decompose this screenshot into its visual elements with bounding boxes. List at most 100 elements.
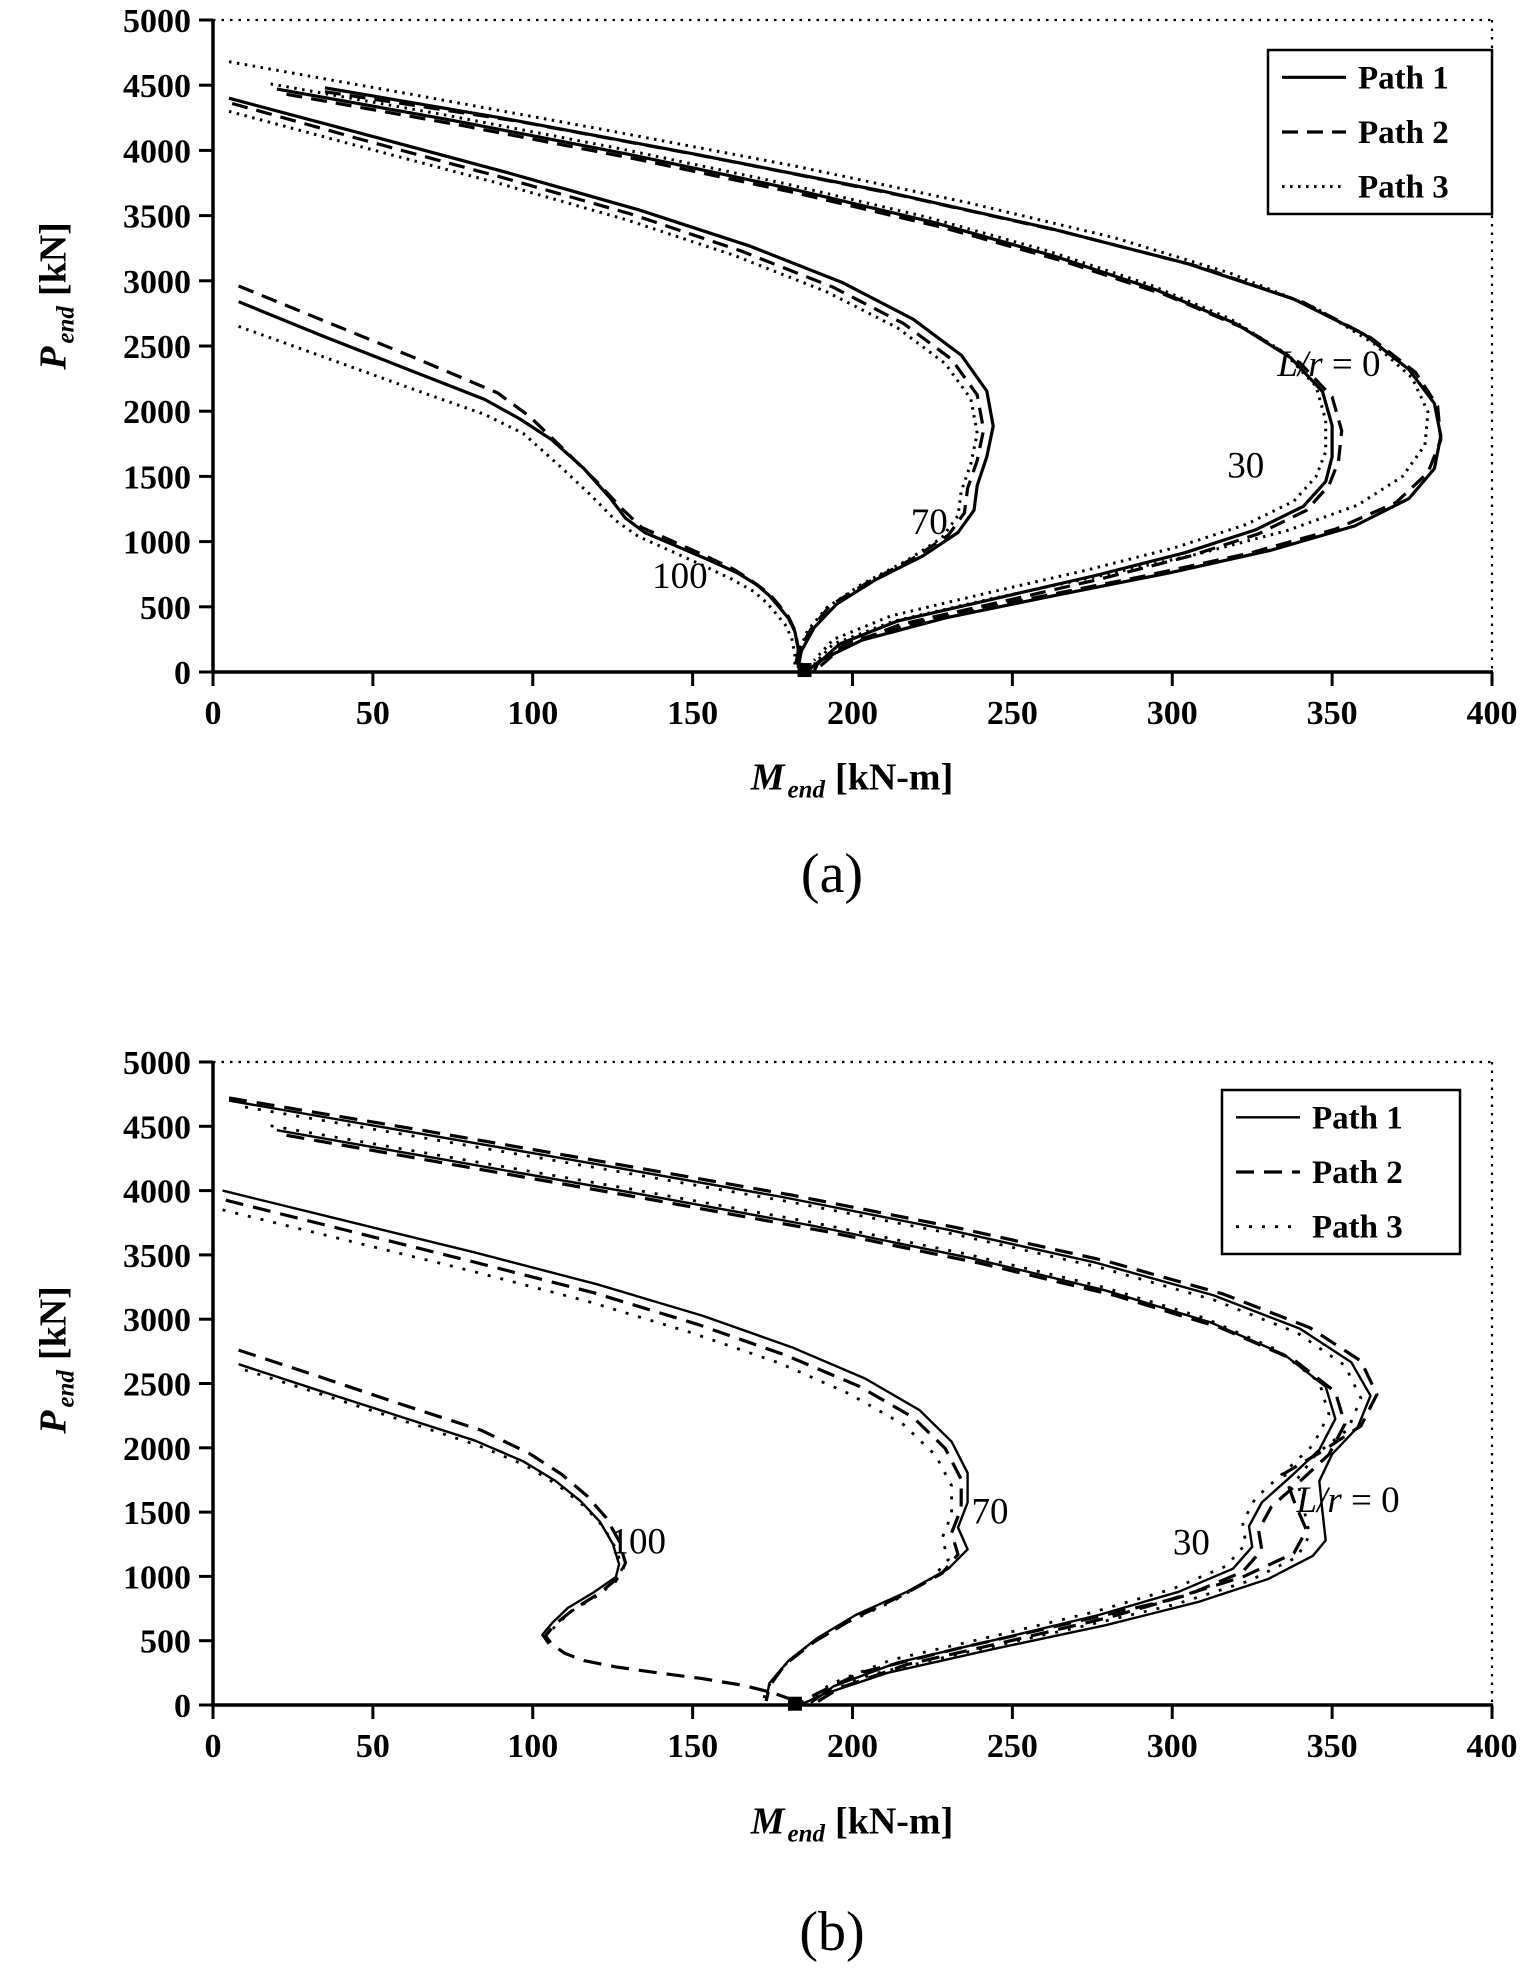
x-axis-unit-a: [kN-m] (835, 756, 954, 799)
curve-label: 30 (1173, 1523, 1210, 1564)
y-tick-label: 1500 (123, 1495, 191, 1532)
y-tick-label: 4500 (123, 1109, 191, 1146)
a-curve-l-r-100-path-2 (237, 284, 803, 666)
y-tick-label: 5000 (123, 1045, 191, 1082)
curve-label: 70 (911, 502, 948, 543)
legend-label: Path 1 (1312, 1100, 1403, 1136)
y-tick-label: 3500 (123, 199, 191, 236)
x-axis-sub-a: end (787, 776, 826, 804)
a-curve-l-r-70-path-3 (228, 109, 979, 670)
y-axis-sub-b: end (52, 1370, 80, 1408)
y-tick-label: 4000 (123, 133, 191, 170)
axes-b: 0 50 100 150 200 250 300 350 4000500100015002000… (123, 1045, 1518, 1765)
legend-label: Path 2 (1312, 1155, 1403, 1191)
b-curve-l-r-100-path-1 (238, 1363, 621, 1645)
y-axis-var-b: P (32, 1410, 75, 1434)
b-curve-l-r-70-path-2 (225, 1198, 963, 1702)
x-tick-label: 350 (1307, 1728, 1358, 1765)
y-tick-label: 4000 (123, 1174, 191, 1211)
b-curve-l-r-30-path-3 (270, 1124, 1331, 1703)
curve-label: 30 (1227, 446, 1264, 487)
y-tick-label: 500 (140, 1624, 191, 1661)
y-tick-label: 0 (174, 655, 191, 692)
y-tick-label: 4500 (123, 68, 191, 105)
y-tick-label: 5000 (123, 3, 191, 40)
y-axis-label-b: Pend [kN] (32, 1286, 81, 1434)
legend-a: Path 1 Path 2 Path 3 (1266, 48, 1494, 216)
a-curve-l-r-70-path-2 (231, 101, 986, 669)
x-tick-label: 50 (356, 1728, 390, 1765)
chart-a: 0 50 100 150 200 250 300 350 4000500100015002000… (123, 3, 1518, 732)
x-axis-var-a: M (750, 756, 785, 799)
x-tick-label: 300 (1147, 1728, 1198, 1765)
x-tick-label: 200 (827, 695, 878, 732)
series-a (228, 60, 1443, 673)
a-curve-l-r-30-path-1 (276, 87, 1334, 672)
y-tick-label: 2500 (123, 1367, 191, 1404)
axes-a: 0 50 100 150 200 250 300 350 4000500100015002000… (123, 3, 1518, 732)
x-tick-label: 0 (205, 695, 222, 732)
x-axis-var-b: M (750, 1800, 785, 1843)
b-curve-l-r-100-path-3 (244, 1368, 624, 1639)
y-tick-label: 1000 (123, 525, 191, 562)
series-b (222, 1096, 1379, 1706)
x-tick-label: 350 (1307, 695, 1358, 732)
b-curve-l-r-0-path-1 (228, 1099, 1372, 1706)
y-tick-label: 3500 (123, 1238, 191, 1275)
annotations-a: L/r = 0 30 70 100 (652, 344, 1380, 597)
x-axis-unit-b: [kN-m] (835, 1800, 954, 1843)
y-tick-label: 1500 (123, 459, 191, 496)
b-curve-l-r-70-path-1 (222, 1189, 969, 1701)
a-curve-l-r-100-path-3 (238, 324, 797, 668)
y-axis-label-a: Pend [kN] (32, 222, 81, 370)
legend-label: Path 3 (1358, 170, 1449, 206)
x-tick-label: 150 (667, 1728, 718, 1765)
square-marker (797, 663, 812, 678)
legend-b: Path 1 Path 2 Path 3 (1220, 1088, 1462, 1256)
curve-label: L/r = 0 (1296, 1480, 1400, 1521)
curve-label: 100 (652, 556, 708, 597)
a-curve-l-r-30-path-3 (270, 82, 1328, 662)
x-tick-label: 100 (507, 1728, 558, 1765)
b-curve-l-r-0-path-3 (244, 1105, 1363, 1697)
curve-label: 70 (971, 1492, 1008, 1533)
y-tick-label: 2500 (123, 329, 191, 366)
y-tick-label: 1000 (123, 1559, 191, 1596)
square-marker (787, 1696, 802, 1711)
x-tick-label: 250 (987, 695, 1038, 732)
x-tick-label: 250 (987, 1728, 1038, 1765)
b-curve-l-r-100-path-2 (238, 1348, 800, 1706)
annotations-b: L/r = 0 30 70 100 (611, 1480, 1400, 1563)
y-tick-label: 500 (140, 590, 191, 627)
a-curve-l-r-0-path-2 (324, 90, 1443, 673)
y-axis-unit-a: [kN] (32, 222, 75, 297)
legend-label: Path 2 (1358, 115, 1449, 151)
y-tick-label: 3000 (123, 264, 191, 301)
a-curve-l-r-30-path-2 (286, 92, 1344, 668)
b-curve-l-r-70-path-3 (222, 1208, 953, 1703)
x-tick-label: 150 (667, 695, 718, 732)
x-tick-label: 400 (1467, 695, 1518, 732)
x-axis-sub-b: end (787, 1820, 826, 1848)
y-axis-var-a: P (32, 346, 75, 370)
a-curve-l-r-70-path-1 (228, 96, 995, 669)
b-curve-l-r-30-path-2 (286, 1133, 1347, 1706)
curve-label: L/r = 0 (1276, 344, 1380, 385)
chart-b: 0 50 100 150 200 250 300 350 4000500100015002000… (123, 1045, 1518, 1765)
curve-label: 100 (611, 1521, 667, 1562)
y-tick-label: 2000 (123, 394, 191, 431)
x-tick-label: 50 (356, 695, 390, 732)
y-tick-label: 2000 (123, 1431, 191, 1468)
y-axis-sub-a: end (52, 306, 80, 344)
caption-a: (a) (800, 843, 864, 905)
x-tick-label: 100 (507, 695, 558, 732)
y-axis-unit-b: [kN] (32, 1286, 75, 1361)
b-curve-l-r-30-path-1 (276, 1129, 1337, 1705)
y-tick-label: 0 (174, 1688, 191, 1725)
b-curve-l-r-0-path-2 (228, 1096, 1379, 1706)
x-tick-label: 0 (205, 1728, 222, 1765)
